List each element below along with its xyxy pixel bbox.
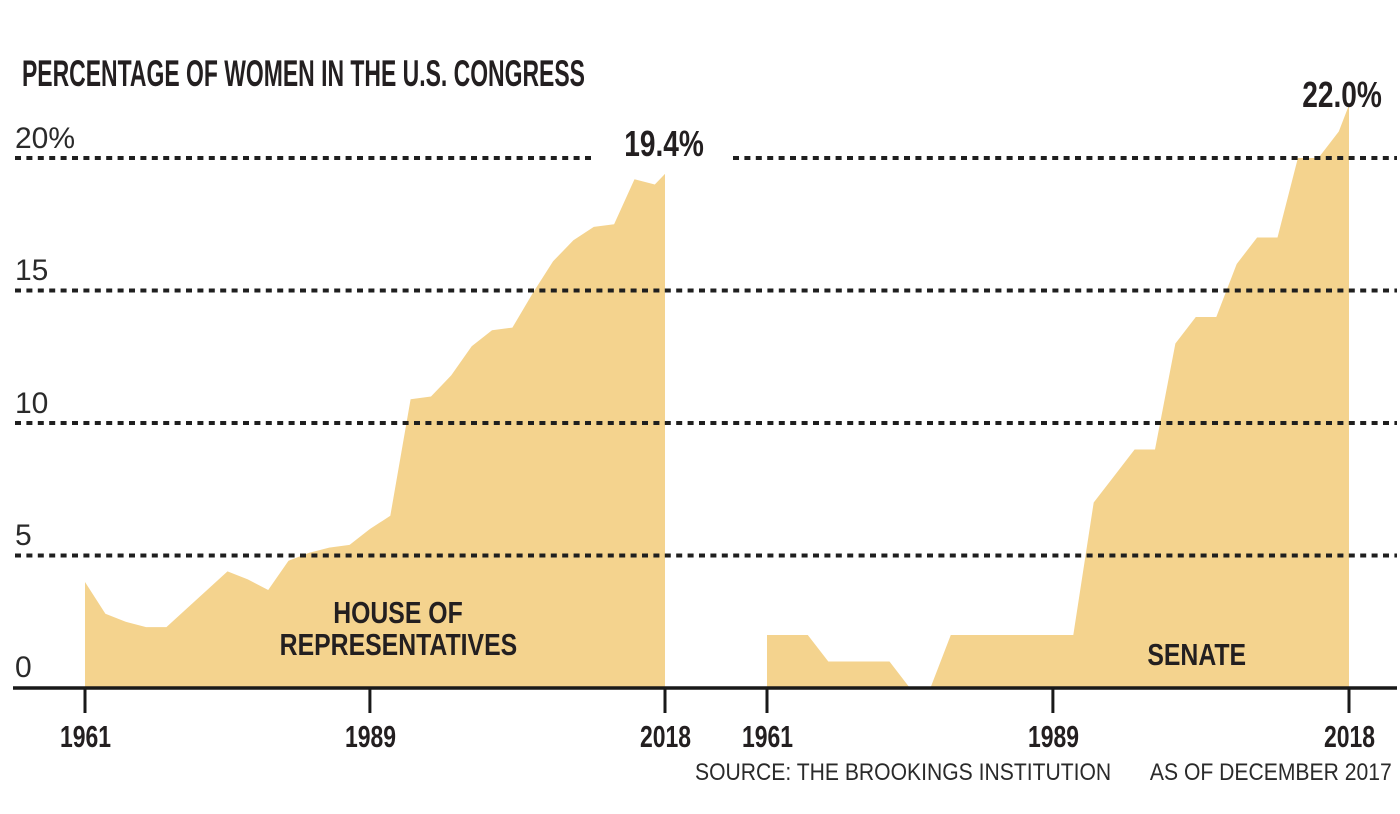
chart-title: PERCENTAGE OF WOMEN IN THE U.S. CONGRESS (22, 53, 585, 94)
house-peak-value-label: 19.4% (624, 123, 704, 164)
y-tick-label-10: 10 (15, 387, 49, 420)
senate-area (767, 105, 1349, 688)
y-tick-label-0: 0 (15, 651, 32, 684)
y-tick-label-20: 20% (15, 122, 76, 155)
y-tick-label-15: 15 (15, 254, 49, 287)
house-area (85, 173, 665, 688)
x-tick-label-senate-1961: 1961 (741, 719, 793, 754)
x-tick-label-senate-1989: 1989 (1027, 719, 1079, 754)
x-tick-label-house-2018: 2018 (639, 719, 691, 754)
senate-series-label: SENATE (1147, 637, 1247, 672)
source-line: SOURCE: THE BROOKINGS INSTITUTION AS OF D… (600, 761, 1392, 785)
x-tick-label-house-1961: 1961 (59, 719, 111, 754)
senate-peak-value-label: 22.0% (1302, 74, 1382, 115)
source-credit: SOURCE: THE BROOKINGS INSTITUTION (695, 759, 1112, 786)
y-tick-label-5: 5 (15, 519, 32, 552)
x-tick-label-house-1989: 1989 (344, 719, 396, 754)
house-series-label: HOUSE OF REPRESENTATIVES (279, 595, 517, 662)
as-of-date: AS OF DECEMBER 2017 (1150, 759, 1392, 786)
x-tick-label-senate-2018: 2018 (1323, 719, 1375, 754)
